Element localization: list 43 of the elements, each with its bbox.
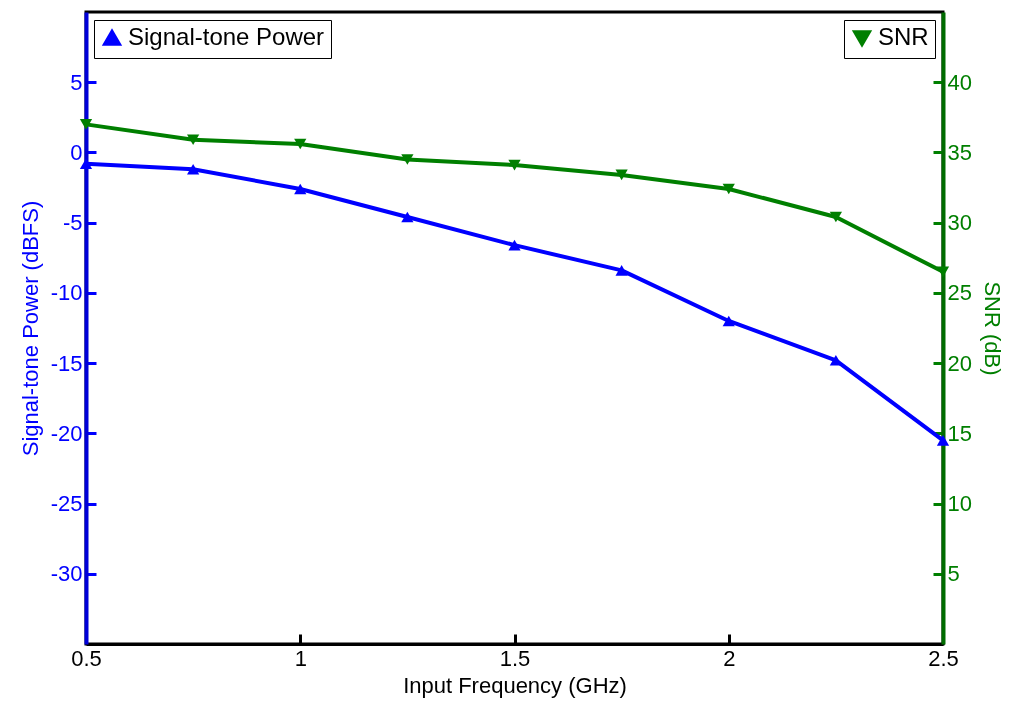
legend-label: SNR [878, 23, 929, 50]
point [401, 154, 414, 165]
y2-tick-label: 20 [947, 350, 972, 376]
y2-tick-label: 35 [947, 139, 972, 165]
legend-label: Signal-tone Power [128, 23, 325, 50]
y2-tick-label: 30 [947, 210, 972, 236]
y2-tick-label: 25 [947, 280, 972, 306]
y-tick-label: 5 [70, 69, 83, 95]
x-tick-label: 1 [294, 645, 307, 671]
y-tick-label: -15 [50, 350, 83, 376]
point [187, 163, 200, 175]
point [79, 119, 93, 130]
y-tick-label: -5 [62, 210, 83, 236]
y-axis-title: Signal-tone Power (dBFS) [17, 200, 43, 457]
y2-tick-label: 15 [947, 420, 972, 446]
point [722, 315, 735, 327]
x-tick-label: 2.5 [928, 645, 959, 671]
y-tick-label: 0 [70, 139, 83, 165]
point [829, 211, 842, 223]
x-tick-label: 1.5 [499, 645, 531, 671]
point [294, 138, 307, 150]
y2-tick-label: 10 [947, 491, 972, 517]
point [936, 266, 950, 278]
x-tick-label: 2 [723, 645, 736, 671]
x-axis-title: Input Frequency (GHz) [403, 672, 627, 698]
y-tick-label: -25 [50, 491, 83, 517]
y-tick-label: -20 [50, 420, 83, 446]
y-tick-label: -10 [50, 280, 83, 306]
point [615, 169, 628, 181]
point [936, 435, 950, 446]
point [187, 134, 200, 146]
point [508, 159, 521, 171]
y2-tick-label: 5 [947, 561, 960, 587]
point [79, 158, 93, 169]
point [401, 211, 414, 223]
y-tick-label: -30 [50, 561, 83, 587]
point [508, 239, 521, 251]
y2-axis-title: SNR (dB) [979, 281, 1005, 376]
point [615, 265, 628, 276]
point [294, 183, 307, 195]
y2-tick-label: 40 [947, 69, 972, 95]
x-tick-label: 0.5 [71, 645, 102, 671]
point [722, 183, 735, 195]
